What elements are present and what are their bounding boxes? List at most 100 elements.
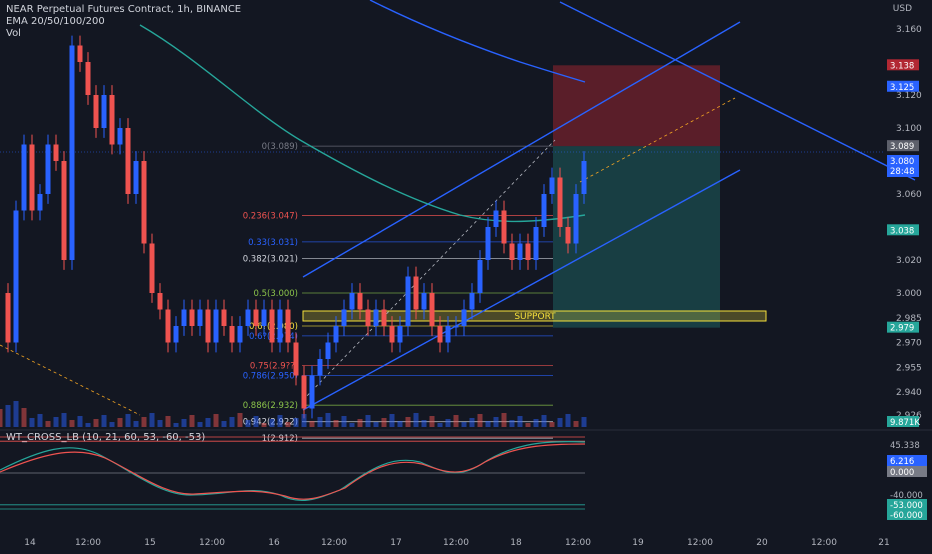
- symbol-title[interactable]: NEAR Perpetual Futures Contract, 1h, BIN…: [6, 4, 242, 15]
- ema-green-line: [139, 24, 586, 223]
- price-tag: [887, 80, 919, 92]
- candle-body: [557, 177, 563, 227]
- take-profit-zone: [553, 146, 720, 328]
- target-dashed-line: [579, 97, 736, 183]
- candle-body: [517, 243, 523, 260]
- channel-upper-line: [302, 21, 741, 278]
- candle-body: [205, 309, 211, 343]
- time-tick-label: 12:00: [321, 538, 347, 548]
- time-tick-label: 21: [878, 538, 889, 548]
- price-tick-label: 2.940: [896, 388, 922, 398]
- osc-tag: [887, 499, 927, 510]
- indicator-legend[interactable]: WT_CROSS_LB (10, 21, 60, 53, -60, -53): [6, 432, 206, 443]
- fib-trend-dashed-line: [302, 139, 556, 401]
- volume-bar: [325, 413, 331, 427]
- volume-bar: [133, 421, 139, 427]
- volume-bar: [309, 421, 315, 427]
- volume-bar: [221, 421, 227, 427]
- candle-body: [69, 45, 75, 260]
- price-tag-value: 3.080: [890, 157, 914, 167]
- volume-legend[interactable]: Vol: [6, 28, 21, 39]
- volume-bar: [237, 413, 243, 427]
- candle-body: [405, 276, 411, 326]
- volume-bar: [485, 421, 491, 427]
- channel-lower-line: [302, 169, 741, 411]
- volume-bar: [549, 422, 555, 427]
- price-tag-value: 3.138: [890, 61, 914, 71]
- stop-loss-zone: [553, 65, 720, 147]
- ema-legend[interactable]: EMA 20/50/100/200: [6, 16, 105, 27]
- ema-blue-line: [369, 0, 586, 83]
- candle-body: [461, 309, 467, 326]
- volume-bar: [405, 417, 411, 427]
- volume-bar: [69, 420, 75, 427]
- volume-bar: [397, 421, 403, 427]
- price-tag-value: 2.979: [890, 324, 914, 334]
- volume-bar: [565, 414, 571, 427]
- candle-body: [285, 309, 291, 343]
- time-tick-label: 17: [390, 538, 401, 548]
- volume-bar: [509, 420, 515, 427]
- volume-bar: [533, 419, 539, 427]
- fib-level-label: 1(2.912): [262, 434, 298, 444]
- candle-body: [581, 161, 587, 194]
- volume-series: [0, 401, 587, 427]
- volume-bar: [109, 422, 115, 427]
- osc-tick-label: -60.000: [890, 511, 923, 521]
- candle-body: [189, 309, 195, 326]
- price-tick-label: 3.100: [896, 124, 922, 134]
- candlestick-series: [5, 35, 587, 419]
- volume-bar: [413, 413, 419, 427]
- price-tag-value: 3.089: [890, 142, 914, 152]
- candle-body: [61, 161, 67, 260]
- volume-bar: [85, 423, 91, 427]
- fib-level-label: 0.236(3.047): [243, 211, 298, 221]
- volume-bar: [557, 418, 563, 427]
- volume-bar: [141, 417, 147, 427]
- candle-body: [5, 293, 11, 343]
- time-tick-label: 12:00: [811, 538, 837, 548]
- candle-body: [341, 309, 347, 326]
- candle-body: [277, 309, 283, 343]
- candle-body: [165, 309, 171, 343]
- volume-bar: [53, 417, 59, 427]
- candle-body: [45, 144, 51, 194]
- candle-body: [237, 326, 243, 343]
- candle-body: [333, 326, 339, 343]
- fib-level-label: 0.786(2.950): [243, 372, 298, 382]
- volume-bar: [5, 405, 11, 427]
- candle-body: [13, 210, 19, 343]
- candle-body: [253, 309, 259, 326]
- fib-level-label: 0.382(3.021): [243, 254, 298, 264]
- volume-bar: [77, 416, 83, 427]
- price-tag: [887, 224, 919, 236]
- volume-bar: [117, 418, 123, 427]
- time-tick-label: 19: [632, 538, 644, 548]
- candle-body: [325, 342, 331, 359]
- candle-body: [365, 309, 371, 326]
- time-axis: 14 12:00 15 12:00 16 12:00 17 12:00 18 12:00 19 12:…: [24, 538, 889, 548]
- volume-bar: [229, 417, 235, 427]
- volume-bar: [93, 419, 99, 427]
- candle-body: [389, 326, 395, 343]
- volume-bar: [181, 419, 187, 427]
- volume-bar: [125, 414, 131, 427]
- volume-bar: [381, 418, 387, 427]
- volume-bar: [501, 413, 507, 427]
- time-tick-label: 12:00: [687, 538, 713, 548]
- candle-body: [429, 293, 435, 326]
- volume-bar: [205, 418, 211, 427]
- fib-level-label: 0(3.089): [262, 142, 298, 152]
- fib-level-label: 0.886(2.932): [243, 401, 298, 411]
- candle-body: [549, 177, 555, 194]
- volume-bar: [293, 418, 299, 427]
- volume-bar: [469, 418, 475, 427]
- volume-bar: [61, 413, 67, 427]
- support-zone: [302, 310, 767, 322]
- candle-body: [309, 375, 315, 409]
- osc-tick-label: 45.338: [890, 441, 920, 451]
- candle-body: [125, 128, 131, 194]
- candle-body: [301, 375, 307, 409]
